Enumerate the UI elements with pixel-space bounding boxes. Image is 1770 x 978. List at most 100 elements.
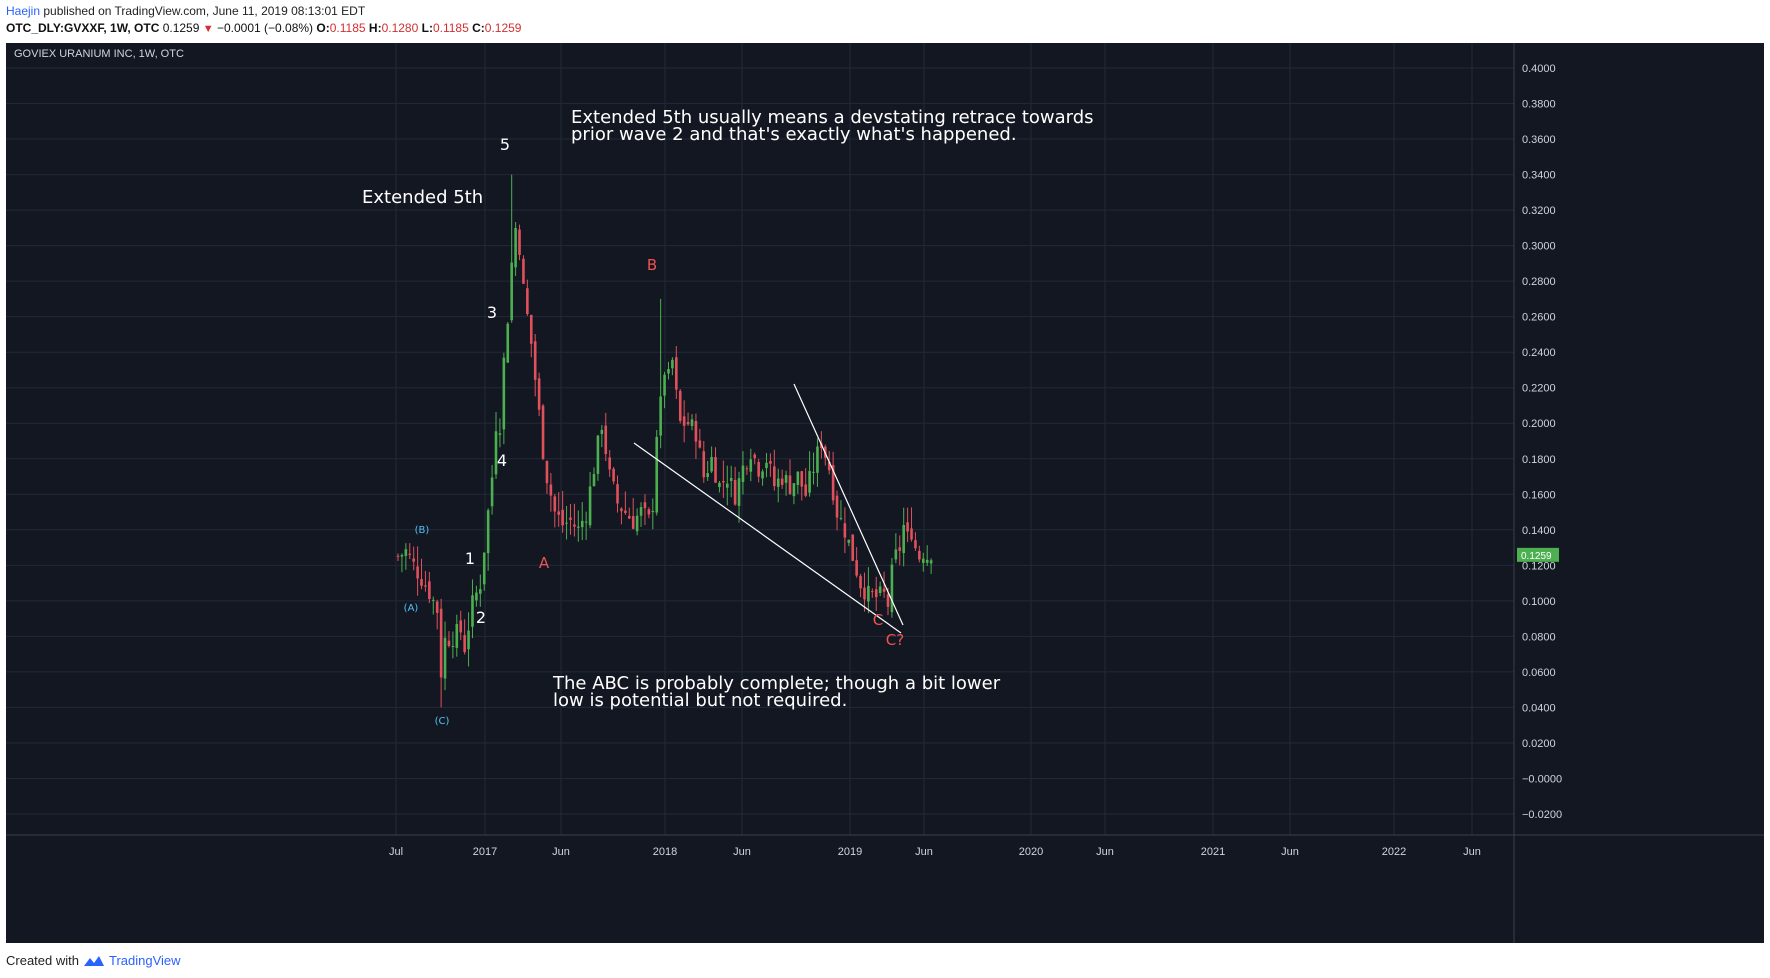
price-change: −0.0001 (−0.08%) xyxy=(216,21,314,35)
candle-body xyxy=(541,405,545,459)
symbol-label: OTC_DLY:GVXXF, 1W, OTC xyxy=(6,21,160,35)
candle-body xyxy=(835,495,839,518)
price-chart[interactable]: 0.4000 0.3800 0.3600 0.3400 0.3200 0.3000 0.28… xyxy=(6,43,1764,943)
candle-body xyxy=(416,566,419,579)
candle-body xyxy=(557,511,561,515)
candle-body xyxy=(435,601,439,613)
candle-body xyxy=(855,560,858,576)
candle-body xyxy=(643,502,647,509)
candle-body xyxy=(788,475,792,494)
candle-body xyxy=(698,440,702,448)
candle-body xyxy=(929,560,933,564)
candle-body xyxy=(396,555,400,557)
y-tick-label: 0.4000 xyxy=(1522,63,1556,75)
candle-body xyxy=(906,522,909,532)
candle-body xyxy=(886,594,890,607)
candle-body xyxy=(526,288,529,315)
candle-body xyxy=(769,460,772,464)
symbol-info: OTC_DLY:GVXXF, 1W, OTC 0.1259 ▼ −0.0001 … xyxy=(6,21,521,35)
x-tick-label: 2020 xyxy=(1019,846,1043,858)
candle-body xyxy=(831,465,835,501)
y-tick-label: 0.2000 xyxy=(1522,418,1556,430)
high-value: 0.1280 xyxy=(381,21,419,35)
candle-body xyxy=(871,591,874,593)
candle-body xyxy=(569,517,572,520)
candle-body xyxy=(890,564,894,613)
candle-body xyxy=(588,486,592,526)
candle-body xyxy=(490,477,494,507)
candle-body xyxy=(694,420,698,442)
candle-body xyxy=(584,521,588,523)
y-tick-label: 0.3600 xyxy=(1522,134,1556,146)
candle-body xyxy=(690,419,694,426)
close-value: 0.1259 xyxy=(484,21,522,35)
candle-body xyxy=(627,515,631,519)
candle-body xyxy=(510,262,513,321)
candle-body xyxy=(471,595,474,627)
wave-label-cyan: (B) xyxy=(415,525,430,536)
candle-body xyxy=(851,534,855,561)
last-price: 0.1259 xyxy=(162,21,200,35)
down-arrow-icon: ▼ xyxy=(202,23,214,35)
candle-body xyxy=(616,484,619,504)
y-tick-label: −0.0200 xyxy=(1522,809,1562,821)
candle-body xyxy=(549,484,553,496)
candle-body xyxy=(631,516,635,529)
candle-body xyxy=(592,474,596,487)
wave-label-cyan: (A) xyxy=(404,603,419,614)
tradingview-brand[interactable]: TradingView xyxy=(108,953,181,968)
candle-body xyxy=(443,637,447,679)
candle-body xyxy=(686,421,690,425)
extended-5th-label: Extended 5th xyxy=(362,187,483,208)
published-text: published on TradingView.com, June 11, 2… xyxy=(43,4,366,18)
trend-line-lower xyxy=(633,442,902,634)
wave-label-red: C xyxy=(873,611,883,629)
candle-body xyxy=(608,457,611,470)
candle-body xyxy=(702,451,706,478)
candle-body xyxy=(612,468,615,482)
candle-body xyxy=(467,630,470,650)
y-tick-label: −0.0000 xyxy=(1522,773,1562,785)
candle-body xyxy=(729,477,733,481)
candle-body xyxy=(796,471,800,486)
candle-body xyxy=(459,620,463,633)
candle-body xyxy=(463,635,466,653)
y-tick-label: 0.1800 xyxy=(1522,454,1556,466)
x-tick-label: 2018 xyxy=(653,846,677,858)
candle-body xyxy=(776,478,780,487)
candle-body xyxy=(722,481,725,483)
x-tick-label: Jul xyxy=(389,846,403,858)
candle-body xyxy=(671,359,674,369)
author-link[interactable]: Haejin xyxy=(6,4,41,18)
x-tick-label: Jun xyxy=(915,846,933,858)
candle-body xyxy=(494,431,498,475)
candle-body xyxy=(867,585,870,602)
candle-body xyxy=(737,478,741,506)
top-note-line2: prior wave 2 and that's exactly what's h… xyxy=(571,124,1017,145)
candle-body xyxy=(765,462,768,469)
wave-label-white: 3 xyxy=(487,303,497,322)
y-tick-label: 0.1200 xyxy=(1522,560,1556,572)
publish-info: Haejin published on TradingView.com, Jun… xyxy=(6,4,365,18)
candle-body xyxy=(635,515,639,532)
candle-body xyxy=(537,378,541,410)
candle-body xyxy=(553,496,557,512)
candle-body xyxy=(682,416,686,426)
candle-body xyxy=(659,396,662,436)
candle-body xyxy=(506,323,510,363)
candle-body xyxy=(518,229,521,255)
candle-body xyxy=(706,473,709,478)
candle-body xyxy=(812,471,815,473)
candle-body xyxy=(784,474,788,483)
open-label: O: xyxy=(316,21,330,35)
candle-body xyxy=(663,374,666,396)
wave-label-white: 2 xyxy=(476,608,486,627)
candle-body xyxy=(624,510,627,513)
candle-body xyxy=(847,539,851,543)
close-label: C: xyxy=(472,21,485,35)
y-tick-label: 0.0800 xyxy=(1522,631,1556,643)
wave-label-cyan: (C) xyxy=(435,716,450,727)
candle-body xyxy=(655,436,659,513)
bottom-note-line2: low is potential but not required. xyxy=(553,690,847,711)
candle-body xyxy=(800,471,804,487)
